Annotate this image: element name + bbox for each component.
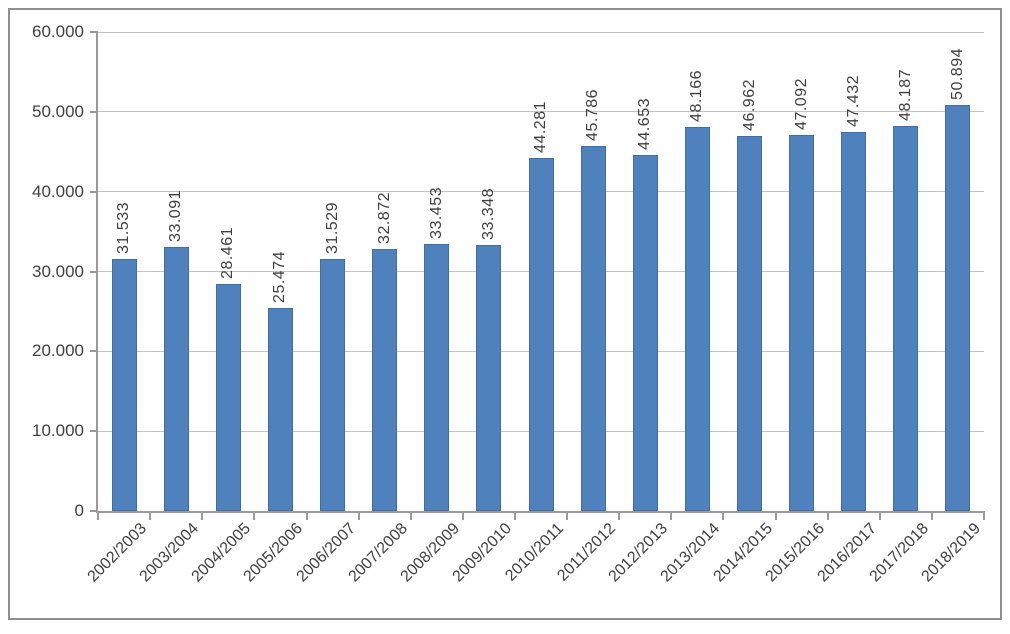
y-axis-tick-label: 30.000 — [32, 261, 84, 281]
x-axis-category-label: 2016/2017 — [814, 520, 880, 586]
y-axis-tick — [90, 510, 98, 512]
bar — [632, 154, 658, 511]
x-axis-tick — [357, 511, 360, 520]
x-axis-category-label: 2003/2004 — [136, 520, 203, 586]
gridline — [98, 111, 984, 113]
bar-data-label: 33.348 — [479, 187, 497, 240]
gridline — [98, 31, 984, 33]
x-axis-tick — [878, 511, 881, 520]
x-axis-tick — [409, 511, 412, 520]
bar — [372, 248, 398, 511]
x-axis-tick — [774, 511, 777, 520]
x-axis-category-label: 2017/2018 — [866, 520, 932, 586]
x-axis-tick — [670, 511, 673, 520]
x-axis-tick — [826, 511, 829, 520]
x-axis-tick — [983, 511, 985, 520]
x-axis-category-label: 2002/2003 — [84, 520, 151, 586]
y-axis-tick — [90, 31, 98, 33]
bar — [163, 246, 189, 511]
x-axis-category-label: 2008/2009 — [397, 520, 463, 586]
bar — [424, 243, 450, 511]
bar — [320, 259, 345, 511]
x-axis-tick — [97, 511, 99, 520]
bar-data-label: 28.461 — [219, 226, 237, 279]
y-axis-tick-label: 0 — [74, 501, 84, 520]
bar-data-label: 48.187 — [896, 69, 914, 122]
bar — [841, 132, 867, 511]
bar — [111, 259, 137, 511]
x-axis-category-label: 2013/2014 — [657, 520, 724, 586]
x-axis-category-label: 2018/2019 — [918, 520, 984, 586]
x-axis-tick — [722, 511, 725, 520]
x-axis-tick — [253, 511, 256, 520]
x-axis-category-label: 2004/2005 — [188, 520, 255, 586]
y-axis-tick — [90, 190, 98, 193]
x-axis-line — [98, 511, 984, 513]
bar-data-label: 46.962 — [740, 79, 758, 132]
y-axis-tick — [90, 270, 98, 273]
bar-data-label: 44.653 — [636, 97, 654, 150]
bar — [945, 104, 971, 511]
x-axis-category-label: 2007/2008 — [345, 520, 411, 586]
bar-data-label: 47.092 — [792, 78, 810, 130]
bar-data-label: 33.091 — [167, 189, 185, 242]
bar — [737, 136, 762, 511]
bar-data-label: 25.474 — [271, 250, 289, 303]
bar-data-label: 48.166 — [688, 69, 706, 122]
bar-data-label: 33.453 — [427, 186, 445, 239]
x-axis-tick — [201, 511, 204, 520]
x-axis-category-label: 2005/2006 — [240, 520, 307, 586]
x-axis-tick — [930, 511, 933, 520]
bar — [893, 126, 919, 511]
x-axis-tick — [513, 511, 516, 520]
bar — [215, 283, 241, 511]
bar-data-label: 45.786 — [584, 88, 602, 141]
y-axis-tick-label: 10.000 — [32, 421, 84, 441]
y-axis-tick-label: 60.000 — [32, 22, 84, 41]
bar — [580, 145, 606, 511]
bar-data-label: 47.432 — [844, 75, 862, 128]
x-axis-category-label: 2014/2015 — [710, 520, 776, 586]
x-axis-category-label: 2011/2012 — [554, 520, 620, 585]
x-axis-tick — [149, 511, 152, 520]
y-axis-tick — [90, 430, 98, 433]
x-axis-tick — [618, 511, 621, 520]
bar — [789, 135, 815, 511]
x-axis-tick — [305, 511, 308, 520]
bar-data-label: 44.281 — [532, 100, 549, 153]
bar — [528, 157, 554, 511]
bar-data-label: 50.894 — [948, 47, 966, 100]
y-axis-line — [96, 32, 98, 513]
bar-data-label: 32.872 — [375, 191, 393, 244]
bar — [476, 244, 502, 511]
bar-data-label: 31.533 — [115, 202, 133, 255]
bar — [684, 126, 710, 511]
x-axis-category-label: 2009/2010 — [449, 520, 515, 586]
x-axis-tick — [461, 511, 464, 520]
x-axis-category-label: 2015/2016 — [762, 520, 828, 586]
x-axis-tick — [566, 511, 569, 520]
x-axis-category-label: 2012/2013 — [605, 520, 672, 586]
bar — [267, 307, 293, 511]
y-axis-tick — [90, 350, 98, 353]
y-axis-tick — [90, 110, 98, 113]
x-axis-category-label: 2006/2007 — [293, 520, 359, 586]
y-axis-tick-label: 20.000 — [32, 341, 84, 361]
y-axis-tick-label: 50.000 — [32, 101, 84, 121]
y-axis-tick-label: 40.000 — [32, 181, 84, 201]
x-axis-category-label: 2010/2011 — [502, 520, 568, 585]
bar-data-label: 31.529 — [323, 202, 341, 255]
